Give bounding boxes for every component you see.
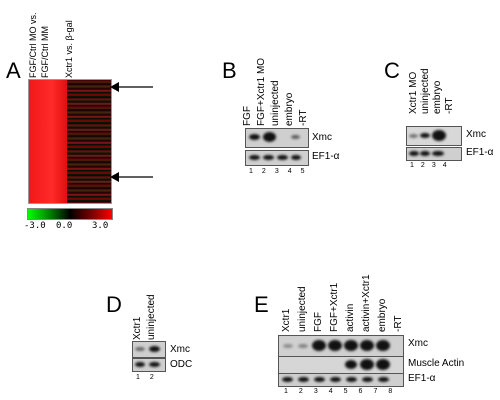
panel-c-lane3-label: embryo — [432, 80, 443, 114]
panel-b-lane5-label: -RT — [298, 109, 309, 126]
panel-c-lane4-label: -RT — [444, 97, 455, 114]
heatmap-arrow-top-icon — [110, 82, 153, 92]
panel-a-col1-label: FGF/Ctrl MO vs. — [28, 12, 38, 79]
panel-b-row-xmc: Xmc — [312, 132, 332, 143]
panel-b-blot-xmc — [245, 128, 309, 148]
panel-d-blot-odc — [132, 358, 166, 372]
scale-min-label: -3.0 — [24, 221, 46, 231]
panel-e-blot-muscle-actin — [278, 356, 404, 374]
panel-b-lane3-label: uninjected — [270, 80, 281, 126]
panel-d-row-odc: ODC — [170, 359, 193, 370]
panel-e-lane6-label: activin+Xctr1 — [361, 274, 372, 332]
panel-a-col2-label: FGF/Ctrl MM — [40, 26, 50, 78]
panel-c-blot-xmc — [406, 126, 462, 146]
panel-e-lane4-label: FGF+Xctr1 — [329, 282, 340, 332]
panel-e-row-ef1: EF1-α — [408, 373, 436, 384]
panel-d-blot-xmc — [132, 341, 166, 358]
scale-mid-label: 0.0 — [56, 221, 73, 231]
panel-b-lane4-label: embryo — [284, 92, 295, 126]
panel-b-blot-ef1 — [245, 150, 309, 166]
panel-e-blot-ef1 — [278, 373, 404, 387]
panel-e-lane3-label: FGF — [313, 312, 324, 332]
panel-d-lane2-label: uninjected — [146, 294, 157, 340]
panel-e-row-xmc: Xmc — [408, 338, 428, 349]
panel-c-row-ef1: EF1-α — [466, 147, 494, 158]
panel-e-row-muscle-actin: Muscle Actin — [408, 358, 465, 369]
heatmap-striped-column — [67, 80, 111, 203]
panel-d-label: D — [106, 292, 122, 317]
panel-a-label: A — [6, 58, 21, 83]
panel-e-lane2-label: uninjected — [297, 286, 308, 332]
panel-c-label: C — [384, 58, 400, 83]
panel-d-lane1-label: Xctr1 — [132, 316, 143, 340]
heatmap-arrow-bottom-icon — [110, 172, 153, 182]
panel-b-label: B — [222, 58, 237, 83]
panel-e-label: E — [254, 292, 269, 317]
panel-b-row-ef1: EF1-α — [312, 151, 340, 162]
panel-c-row-xmc: Xmc — [466, 129, 486, 140]
panel-c-blot-ef1 — [406, 147, 462, 161]
panel-d-row-xmc: Xmc — [170, 344, 190, 355]
panel-c-lane2-label: uninjected — [420, 68, 431, 114]
panel-b-lane2-label: FGF+Xctr1 MO — [256, 57, 267, 126]
panel-e-lane5-label: activin — [345, 303, 356, 332]
panel-a-col3-label: Xctr1 vs. β-gal — [64, 20, 74, 78]
heatmap — [28, 79, 112, 204]
panel-e-lane7-label: embryo — [377, 298, 388, 332]
panel-e-lane1-label: Xctr1 — [281, 308, 292, 332]
heatmap-red-columns — [29, 80, 67, 203]
scale-max-label: 3.0 — [92, 221, 109, 231]
panel-e-lane8-label: -RT — [393, 315, 404, 332]
panel-e-blot-xmc — [278, 335, 404, 357]
panel-b-lane1-label: FGF — [242, 106, 253, 126]
color-scale-bar — [27, 208, 113, 220]
panel-c-lane1-label: Xctr1 MO — [408, 71, 419, 114]
